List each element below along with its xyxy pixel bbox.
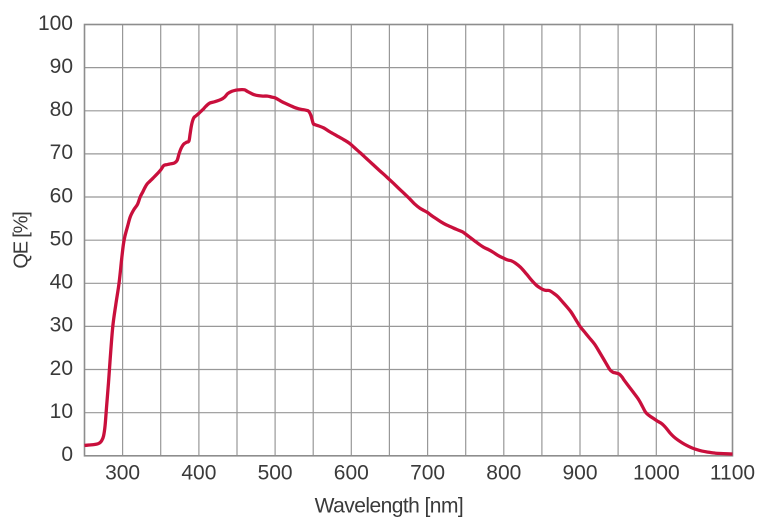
svg-text:700: 700 [410, 461, 445, 484]
svg-text:1100: 1100 [710, 461, 755, 484]
svg-text:800: 800 [486, 461, 521, 484]
svg-text:40: 40 [50, 271, 73, 294]
svg-text:10: 10 [50, 400, 73, 423]
svg-text:80: 80 [50, 98, 73, 121]
svg-text:500: 500 [258, 461, 293, 484]
svg-text:1000: 1000 [633, 461, 680, 484]
svg-text:70: 70 [50, 141, 73, 164]
svg-text:QE [%]: QE [%] [11, 212, 33, 269]
svg-text:Wavelength [nm]: Wavelength [nm] [315, 495, 464, 518]
svg-text:600: 600 [334, 461, 369, 484]
svg-text:90: 90 [50, 55, 73, 78]
svg-text:30: 30 [50, 314, 73, 337]
svg-text:900: 900 [562, 461, 597, 484]
svg-text:60: 60 [50, 184, 73, 207]
svg-text:0: 0 [61, 443, 73, 466]
svg-text:50: 50 [50, 227, 73, 250]
svg-text:100: 100 [38, 12, 73, 35]
svg-text:400: 400 [181, 461, 216, 484]
svg-text:300: 300 [105, 461, 140, 484]
svg-text:20: 20 [50, 357, 73, 380]
